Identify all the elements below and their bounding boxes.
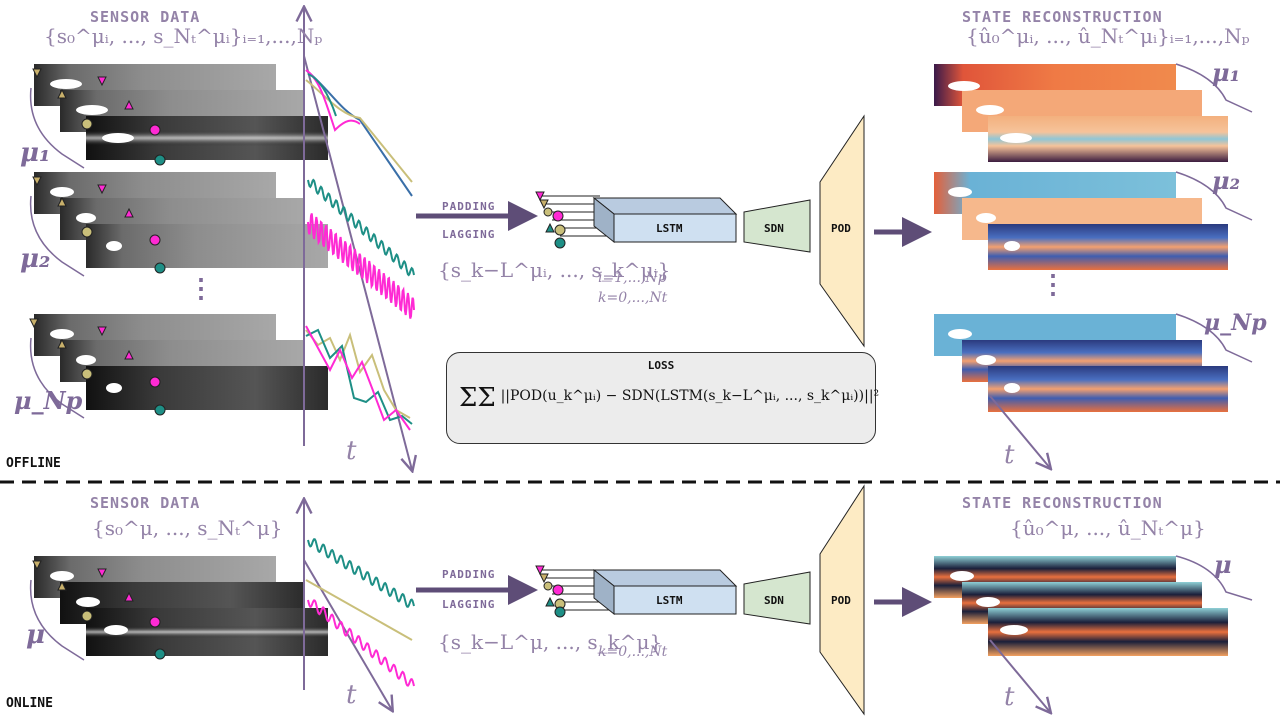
recon-mu1-label: μ₁ [1212,58,1241,87]
offline-pod-block [819,114,865,348]
offline-sensor-title: SENSOR DATA [90,8,201,26]
offline-recon-time-label: t [1004,440,1015,470]
offline-window-sub1: i=1,...,Np [598,270,667,286]
online-pipeline [416,484,932,716]
offline-sdn-block [743,199,811,253]
recon-stack-mu2 [934,171,1253,270]
offline-time-axis-label: t [346,436,357,466]
recon-muNp-label: μ_Np [1204,310,1267,336]
sensor-stack-mu1 [29,64,328,169]
recon-stack-muNp [934,313,1253,412]
loss-box: LOSS ΣΣ ||POD(u_k^μᵢ) − SDN(LSTM(s_k−L^μ… [446,352,880,444]
offline-lstm-block [592,196,738,244]
sensor-stack-muNp [29,314,328,419]
offline-padding-label: PADDING [442,200,496,213]
sensor-stack-mu2 [29,172,328,277]
online-sensor-stack [29,556,328,661]
offline-sensor-set: {s₀^μᵢ, ..., s_Nₜ^μᵢ}ᵢ₌₁,...,Nₚ [44,24,323,48]
offline-sdn-label: SDN [764,222,784,235]
offline-pipeline [416,114,932,348]
loss-title: LOSS [647,359,675,372]
online-time-axis-label: t [346,680,357,710]
offline-window-sub2: k=0,...,Nt [598,290,668,306]
online-pod-block [819,484,865,716]
offline-pod-label: POD [831,222,851,235]
offline-recon-set: {û₀^μᵢ, ..., û_Nₜ^μᵢ}ᵢ₌₁,...,Nₚ [966,24,1250,48]
online-mu-label: μ [26,620,46,650]
online-sdn-label: SDN [764,594,784,607]
online-recon-mu-label: μ [1214,550,1232,579]
online-input-tree [535,565,620,618]
offline-mu1-label: μ₁ [20,138,51,168]
loss-formula-body: ||POD(u_k^μᵢ) − SDN(LSTM(s_k−L^μᵢ, ..., … [500,388,880,404]
offline-lstm-label: LSTM [656,222,683,235]
recon-mu2-label: μ₂ [1212,166,1241,195]
offline-signal-plot [304,8,414,470]
online-pod-label: POD [831,594,851,607]
online-sensor-set: {s₀^μ, ..., s_Nₜ^μ} [92,516,283,540]
online-window-set: {s_k−L^μ, ..., s_k^μ} [438,630,663,654]
online-recon-time-label: t [1004,682,1015,712]
online-padding-label: PADDING [442,568,496,581]
loss-formula: ΣΣ ||POD(u_k^μᵢ) − SDN(LSTM(s_k−L^μᵢ, ..… [459,383,880,413]
offline-ellipsis: ⋮ [188,274,214,304]
online-recon-title: STATE RECONSTRUCTION [962,494,1163,512]
online-lstm-label: LSTM [656,594,683,607]
online-lstm-block [592,568,738,616]
recon-stack-mu1 [934,63,1253,162]
offline-window-set: {s_k−L^μᵢ, ..., s_k^μᵢ} [438,258,671,282]
offline-muNp-label: μ_Np [14,386,83,415]
online-sdn-block [743,571,811,625]
online-window-sub: k=0,...,Nt [598,644,668,660]
offline-recon-title: STATE RECONSTRUCTION [962,8,1163,26]
online-mode-label: ONLINE [6,696,53,711]
online-signal-plot [304,500,415,710]
online-recon-stack [934,555,1253,712]
online-sensor-title: SENSOR DATA [90,494,201,512]
recon-ellipsis: ⋮ [1040,270,1066,300]
offline-lagging-label: LAGGING [442,228,496,241]
offline-sensor-stacks [29,64,328,419]
offline-mu2-label: μ₂ [20,244,51,274]
online-lagging-label: LAGGING [442,598,496,611]
offline-input-tree [535,191,620,249]
offline-mode-label: OFFLINE [6,456,61,471]
offline-recon-stacks [934,63,1253,468]
online-recon-set: {û₀^μ, ..., û_Nₜ^μ} [1010,516,1206,540]
